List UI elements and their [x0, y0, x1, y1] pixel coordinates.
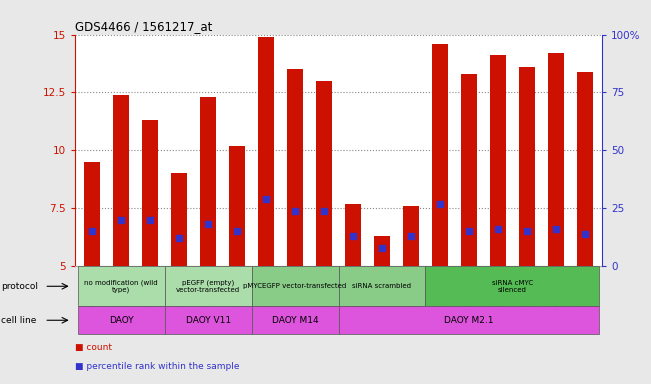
Bar [113, 95, 129, 266]
Bar [200, 97, 216, 266]
Text: siRNA scrambled: siRNA scrambled [352, 283, 411, 289]
Bar [577, 71, 593, 266]
Bar [548, 53, 564, 266]
Bar [374, 236, 390, 266]
Text: siRNA cMYC
silenced: siRNA cMYC silenced [492, 280, 533, 293]
Bar [426, 266, 600, 306]
Bar [345, 204, 361, 266]
Bar [142, 120, 158, 266]
Bar [339, 266, 426, 306]
Bar [165, 266, 251, 306]
Bar [77, 306, 165, 334]
Text: DAOY M2.1: DAOY M2.1 [444, 316, 493, 325]
Text: cell line: cell line [1, 316, 36, 325]
Text: GDS4466 / 1561217_at: GDS4466 / 1561217_at [75, 20, 212, 33]
Bar [165, 306, 251, 334]
Bar [251, 306, 339, 334]
Text: DAOY V11: DAOY V11 [186, 316, 230, 325]
Text: ■ count: ■ count [75, 343, 112, 352]
Text: no modification (wild
type): no modification (wild type) [85, 279, 158, 293]
Text: DAOY M14: DAOY M14 [271, 316, 318, 325]
Text: ■ percentile rank within the sample: ■ percentile rank within the sample [75, 362, 240, 371]
Bar [461, 74, 477, 266]
Text: protocol: protocol [1, 282, 38, 291]
Text: DAOY: DAOY [109, 316, 133, 325]
Bar [519, 67, 535, 266]
Bar [84, 162, 100, 266]
Bar [287, 69, 303, 266]
Bar [316, 81, 332, 266]
Bar [403, 206, 419, 266]
Text: pEGFP (empty)
vector-transfected: pEGFP (empty) vector-transfected [176, 280, 240, 293]
Bar [258, 37, 274, 266]
Text: pMYCEGFP vector-transfected: pMYCEGFP vector-transfected [243, 283, 347, 289]
Bar [339, 306, 600, 334]
Bar [229, 146, 245, 266]
Bar [77, 266, 165, 306]
Bar [171, 174, 187, 266]
Bar [490, 55, 506, 266]
Bar [432, 44, 448, 266]
Bar [251, 266, 339, 306]
